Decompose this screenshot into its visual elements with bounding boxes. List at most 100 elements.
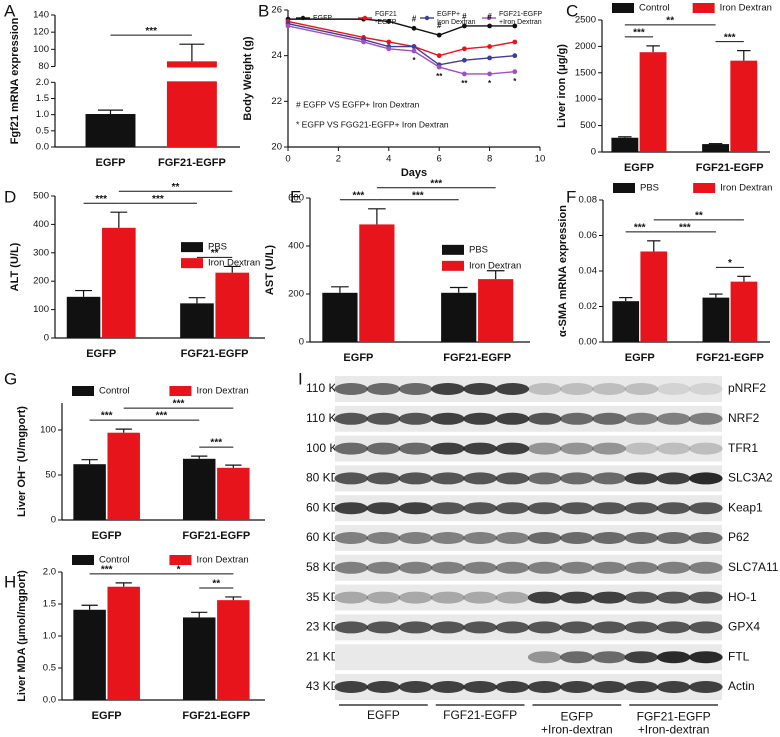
blot-band — [463, 681, 497, 693]
y-axis-label: Liver iron (μg/g) — [556, 44, 568, 128]
legend-marker — [486, 15, 492, 21]
blot-band — [656, 561, 691, 574]
significance-label: *** — [101, 565, 113, 576]
blot-protein-label: Keap1 — [728, 500, 763, 514]
blot-band — [334, 591, 368, 604]
legend-swatch — [693, 183, 716, 193]
blot-band — [334, 621, 368, 634]
x-tick-label: FGF21-EGFP — [182, 710, 250, 722]
significance-label: ** — [172, 182, 180, 193]
bar — [640, 251, 668, 342]
blot-band — [527, 651, 562, 664]
significance-label: *** — [353, 190, 365, 201]
blot-band — [431, 532, 465, 544]
point — [512, 69, 518, 75]
blot-band — [431, 412, 465, 425]
blot-band — [624, 621, 659, 634]
significance-label: *** — [145, 26, 157, 37]
blot-protein-label: FTL — [728, 649, 750, 663]
y-tick-label: 400 — [33, 219, 49, 230]
bar — [639, 52, 667, 152]
blot-band — [560, 502, 594, 515]
y-tick-label: 0 — [299, 337, 304, 348]
bar — [102, 227, 136, 338]
blot-protein-label: Actin — [728, 679, 755, 693]
y-tick-label: 26 — [271, 5, 282, 16]
blot-band — [527, 383, 562, 395]
y-tick-label: 0 — [44, 333, 49, 344]
blot-band — [334, 561, 368, 574]
y-tick-label: 200 — [288, 289, 304, 300]
panel-label: C — [566, 1, 578, 20]
blot-band — [398, 442, 433, 455]
y-tick-label: 500 — [33, 191, 49, 202]
bar — [217, 467, 250, 520]
blot-band — [592, 412, 626, 425]
legend-swatch — [169, 386, 192, 396]
bar — [73, 609, 106, 700]
y-tick-label: 0.0 — [36, 142, 49, 153]
y-tick-label: 600 — [288, 193, 304, 204]
blot-band — [366, 621, 401, 634]
point — [462, 57, 467, 63]
x-axis-label: Days — [401, 167, 427, 179]
bar — [730, 281, 758, 342]
blot-band — [463, 383, 497, 395]
blot-band — [495, 621, 530, 634]
blot-band — [334, 472, 368, 485]
blot-band — [624, 561, 659, 574]
blot-band — [689, 591, 723, 604]
blot-band — [527, 442, 562, 455]
blot-band — [624, 681, 659, 693]
group-label: EGFP — [367, 708, 400, 722]
blot-band — [463, 502, 497, 515]
series-line — [287, 20, 515, 57]
blot-band — [366, 591, 401, 604]
legend-label: FGF21-EGFP +Iron Dextran — [499, 11, 543, 26]
blot-band — [624, 502, 659, 515]
blot-band — [592, 442, 626, 455]
group-label: EGFP +Iron-dextran — [541, 710, 613, 737]
blot-band — [592, 681, 626, 693]
legend-label: EGFP — [313, 15, 332, 22]
y-tick-label: 0.04 — [579, 266, 598, 277]
blot-band — [656, 532, 691, 544]
blot-band — [366, 442, 401, 455]
blot-band — [463, 412, 497, 425]
point — [386, 19, 392, 24]
blot-band — [656, 383, 691, 395]
blot-band — [334, 681, 368, 693]
blot-band — [656, 502, 691, 515]
blot-band — [592, 651, 626, 664]
y-tick-label: 2.0 — [43, 567, 56, 578]
y-tick-label: 100 — [33, 44, 49, 55]
significance-label: *** — [101, 411, 113, 422]
x-tick-label: 0 — [285, 154, 290, 165]
x-tick-label: EGFP — [624, 162, 654, 174]
y-tick-label: 120 — [33, 27, 49, 38]
x-tick-label: FGF21-EGFP — [181, 348, 249, 360]
blot-band — [560, 681, 594, 693]
blot-band — [656, 681, 691, 693]
bar — [217, 600, 250, 700]
bar — [322, 292, 358, 342]
blot-band — [592, 383, 626, 395]
legend-label: PBS — [469, 244, 488, 255]
blot-kd-label: 21 KD — [306, 649, 340, 663]
legend-label: EGFP+ Iron Dextran — [437, 11, 476, 26]
blot-band — [334, 442, 368, 455]
legend-marker — [424, 15, 430, 21]
point — [411, 48, 417, 54]
blot-band — [560, 442, 594, 455]
significance-marker: # — [437, 21, 442, 30]
blot-band — [560, 412, 594, 425]
point — [436, 32, 442, 38]
y-axis-label: Body Weight (g) — [242, 36, 254, 120]
x-tick-label: EGFP — [92, 710, 122, 722]
blot-band — [366, 383, 401, 395]
blot-band — [560, 472, 594, 485]
y-tick-label: 1500 — [575, 67, 596, 78]
blot-band — [431, 502, 465, 515]
blot-band — [366, 681, 401, 693]
blot-band — [398, 532, 433, 544]
